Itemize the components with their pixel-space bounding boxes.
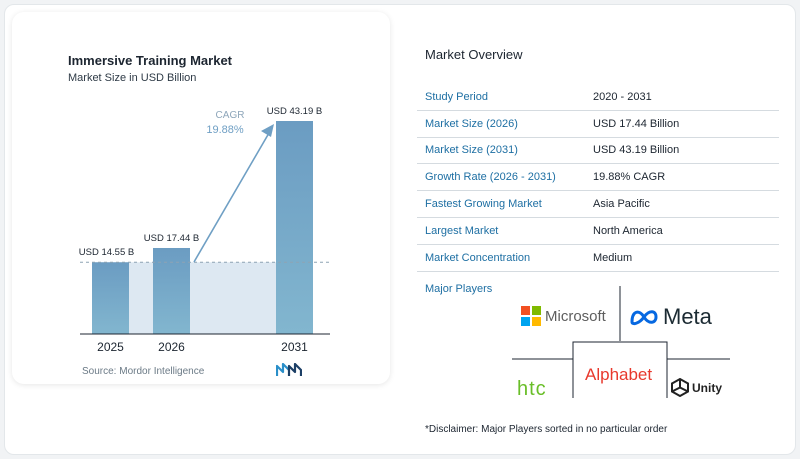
data-label: USD 17.44 B — [144, 233, 199, 244]
x-tick-label: 2031 — [281, 340, 308, 354]
overview-row-value: Asia Pacific — [593, 198, 650, 211]
overview-row-value: USD 17.44 Billion — [593, 117, 680, 130]
overview-row-label: Growth Rate (2026 - 2031) — [425, 171, 556, 184]
players-grid: Microsoft Meta Alphabet htc Unity — [505, 286, 735, 406]
unity-logo: Unity — [671, 378, 722, 397]
cagr-label: CAGR — [216, 110, 245, 121]
alphabet-logo: Alphabet — [585, 365, 652, 385]
meta-logo: Meta — [629, 304, 712, 330]
meta-wordmark: Meta — [663, 304, 712, 329]
players-title: Major Players — [425, 283, 493, 295]
overview-row-value: USD 43.19 Billion — [593, 144, 680, 157]
source-note: Source: Mordor Intelligence — [82, 366, 205, 377]
cagr-value: 19.88% — [206, 124, 244, 136]
microsoft-logo: Microsoft — [521, 306, 606, 326]
x-tick-label: 2026 — [158, 340, 185, 354]
overview-row: Market Size (2031) USD 43.19 Billion — [417, 138, 779, 165]
overview-row: Market Concentration Medium — [417, 245, 779, 272]
overview-row-label: Largest Market — [425, 224, 499, 237]
overview-row-label: Market Size (2026) — [425, 117, 518, 130]
bar — [92, 262, 129, 334]
cagr-arrow-head — [261, 124, 274, 137]
data-label: USD 43.19 B — [267, 106, 322, 117]
overview-row: Fastest Growing Market Asia Pacific — [417, 191, 779, 218]
overview-row-value: North America — [593, 224, 663, 237]
overview-row-value: Medium — [593, 251, 633, 264]
overview-row-label: Fastest Growing Market — [425, 198, 542, 211]
microsoft-wordmark: Microsoft — [545, 307, 606, 325]
alphabet-wordmark: Alphabet — [585, 365, 653, 384]
cagr-arrow-line — [193, 132, 270, 263]
mordor-logo-icon — [276, 363, 302, 376]
overview-row-label: Market Concentration — [425, 251, 531, 264]
overview-row: Largest Market North America — [417, 218, 779, 245]
data-label: USD 14.55 B — [79, 247, 134, 258]
reference-band — [129, 262, 276, 334]
overview-row: Growth Rate (2026 - 2031) 19.88% CAGR — [417, 164, 779, 192]
overview-row: Study Period 2020 - 2031 — [417, 84, 779, 111]
overview-row-label: Study Period — [425, 90, 488, 103]
overview-row: Market Size (2026) USD 17.44 Billion — [417, 111, 779, 138]
unity-cube-icon — [671, 378, 689, 397]
microsoft-squares-icon — [521, 306, 541, 326]
htc-wordmark: htc — [517, 378, 547, 400]
x-tick-label: 2025 — [97, 340, 124, 354]
chart-title: Immersive Training Market — [68, 53, 233, 68]
overview-row-label: Market Size (2031) — [425, 144, 518, 157]
chart-subtitle: Market Size in USD Billion — [68, 72, 197, 84]
bar — [153, 247, 190, 334]
market-size-chart: USD 14.55 B USD 17.44 B USD 43.19 B 2025 202… — [79, 106, 330, 354]
overview-row-value: 19.88% CAGR — [593, 171, 666, 184]
meta-infinity-icon — [630, 310, 658, 326]
bar — [276, 121, 313, 334]
disclaimer: *Disclaimer: Major Players sorted in no … — [425, 424, 668, 435]
players-grid-lines — [512, 286, 730, 398]
htc-logo: htc — [517, 378, 547, 401]
overview-title: Market Overview — [425, 47, 523, 62]
overview-row-value: 2020 - 2031 — [593, 90, 652, 103]
unity-wordmark: Unity — [692, 380, 722, 395]
overview-table: Study Period 2020 - 2031 Market Size (2026… — [417, 84, 779, 272]
